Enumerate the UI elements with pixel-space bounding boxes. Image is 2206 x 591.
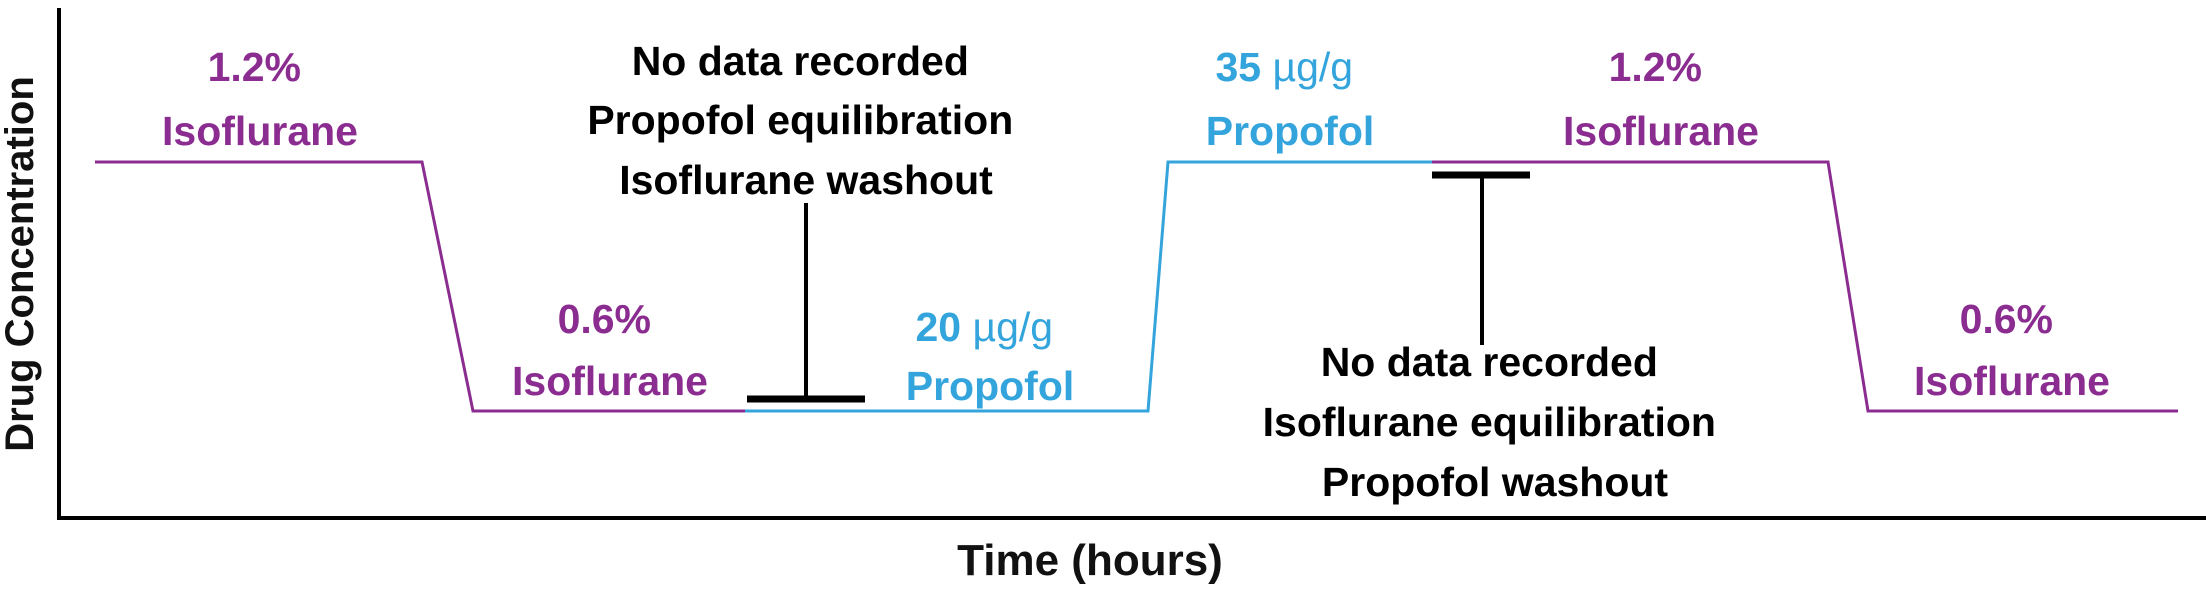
propofol-trace: [745, 160, 1432, 413]
gap-1-note: No data recorded Propofol equilibration …: [587, 38, 1024, 203]
isoflurane-trace-1: [95, 160, 745, 413]
phase-label-isoflurane-high-2: 1.2% Isoflurane: [1563, 44, 1759, 154]
phase-label-isoflurane-low-2: 0.6% Isoflurane: [1914, 296, 2110, 404]
y-axis-label: Drug Concentration: [0, 76, 42, 452]
phase-label-propofol-low: 20 µg/g Propofol: [906, 304, 1075, 409]
x-axis-label: Time (hours): [957, 536, 1223, 585]
phase-label-isoflurane-low-1: 0.6% Isoflurane: [512, 296, 708, 404]
phase-label-propofol-high: 35 µg/g Propofol: [1206, 44, 1375, 154]
isoflurane-trace-2: [1432, 160, 2178, 413]
gap-2-note: No data recorded Isoflurane equilibratio…: [1263, 339, 1728, 505]
phase-label-isoflurane-high-1: 1.2% Isoflurane: [162, 44, 358, 154]
